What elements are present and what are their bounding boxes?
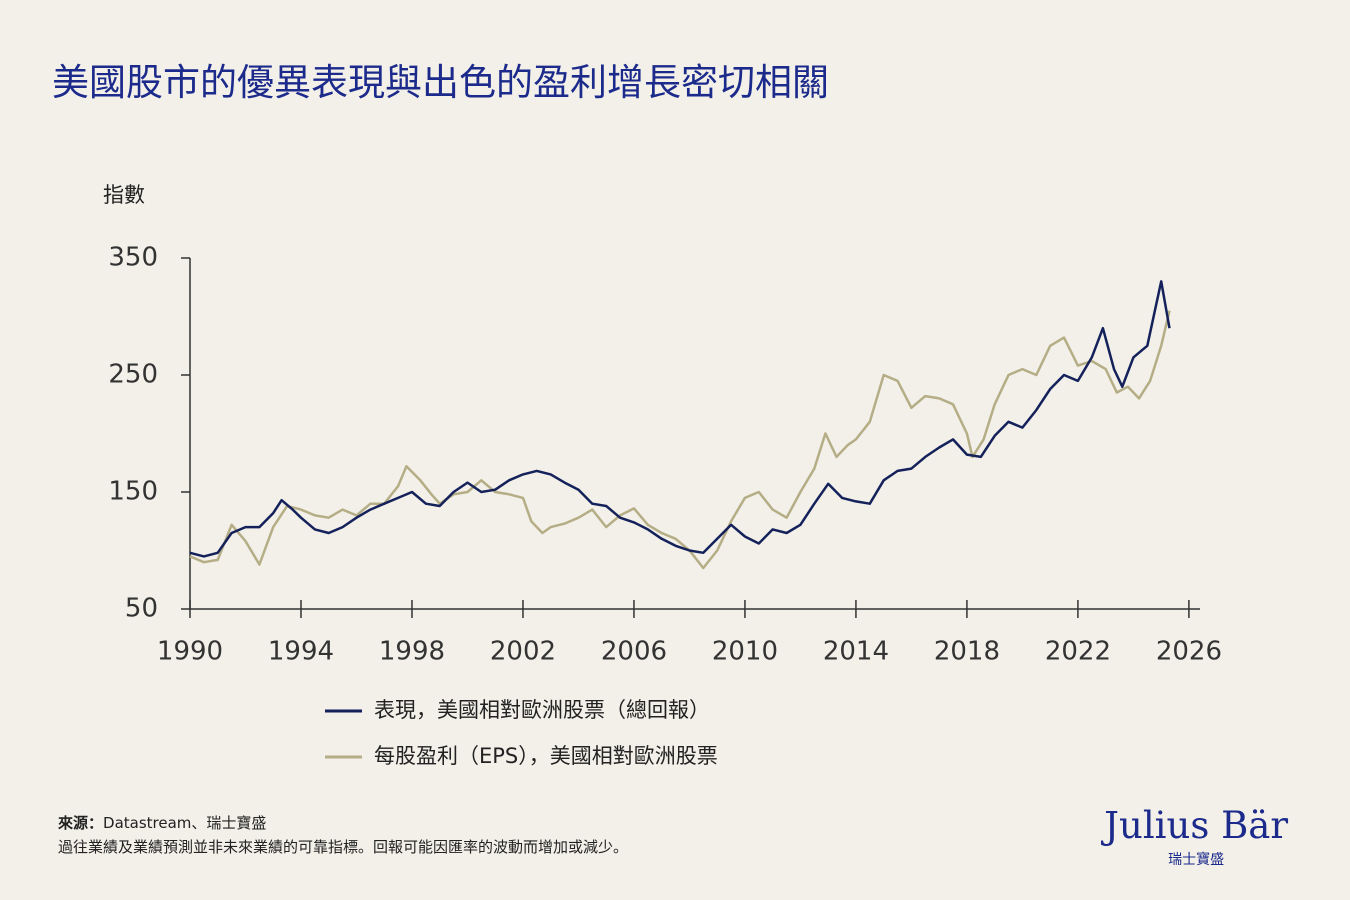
- y-tick-label: 250: [108, 360, 158, 390]
- logo-tagline: 瑞士寶盛: [1168, 852, 1225, 868]
- x-tick-label: 2002: [490, 637, 556, 667]
- x-tick-label: 1990: [157, 637, 223, 667]
- x-tick-label: 2022: [1045, 637, 1111, 667]
- x-tick-label: 2014: [823, 637, 889, 667]
- source-label: 來源：: [58, 814, 104, 832]
- legend-label: 每股盈利（EPS），美國相對歐洲股票: [374, 744, 718, 768]
- note: 過往業績及業績預測並非未來業績的可靠指標。回報可能因匯率的波動而增加或減少。: [58, 838, 629, 856]
- source-line: 來源：Datastream、瑞士寶盛: [58, 812, 266, 833]
- title: 美國股市的優異表現與出色的盈利增長密切相關: [52, 61, 829, 104]
- x-tick-label: 1994: [268, 637, 334, 667]
- x-tick-label: 1998: [379, 637, 445, 667]
- chart: 指數 50 150 250 350 1990 1994 1998 2002 2006 2010 20…: [103, 183, 1222, 768]
- x-tick-label: 2018: [934, 637, 1000, 667]
- series-line: [189, 280, 1171, 558]
- x-tick-label: 2026: [1156, 637, 1222, 667]
- x-tick-label: 2006: [601, 637, 667, 667]
- legend-label: 表現，美國相對歐洲股票（總回報）: [374, 698, 710, 722]
- logo: Julius Bär 瑞士寶盛: [1104, 804, 1288, 869]
- x-tick-label: 2010: [712, 637, 778, 667]
- y-tick-label: 150: [108, 477, 158, 507]
- y-tick-label: 350: [108, 243, 158, 273]
- y-tick-label: 50: [125, 594, 158, 624]
- logo-name: Julius Bär: [1104, 804, 1288, 847]
- y-axis-label: 指數: [103, 183, 145, 207]
- source: Datastream、瑞士寶盛: [103, 814, 267, 832]
